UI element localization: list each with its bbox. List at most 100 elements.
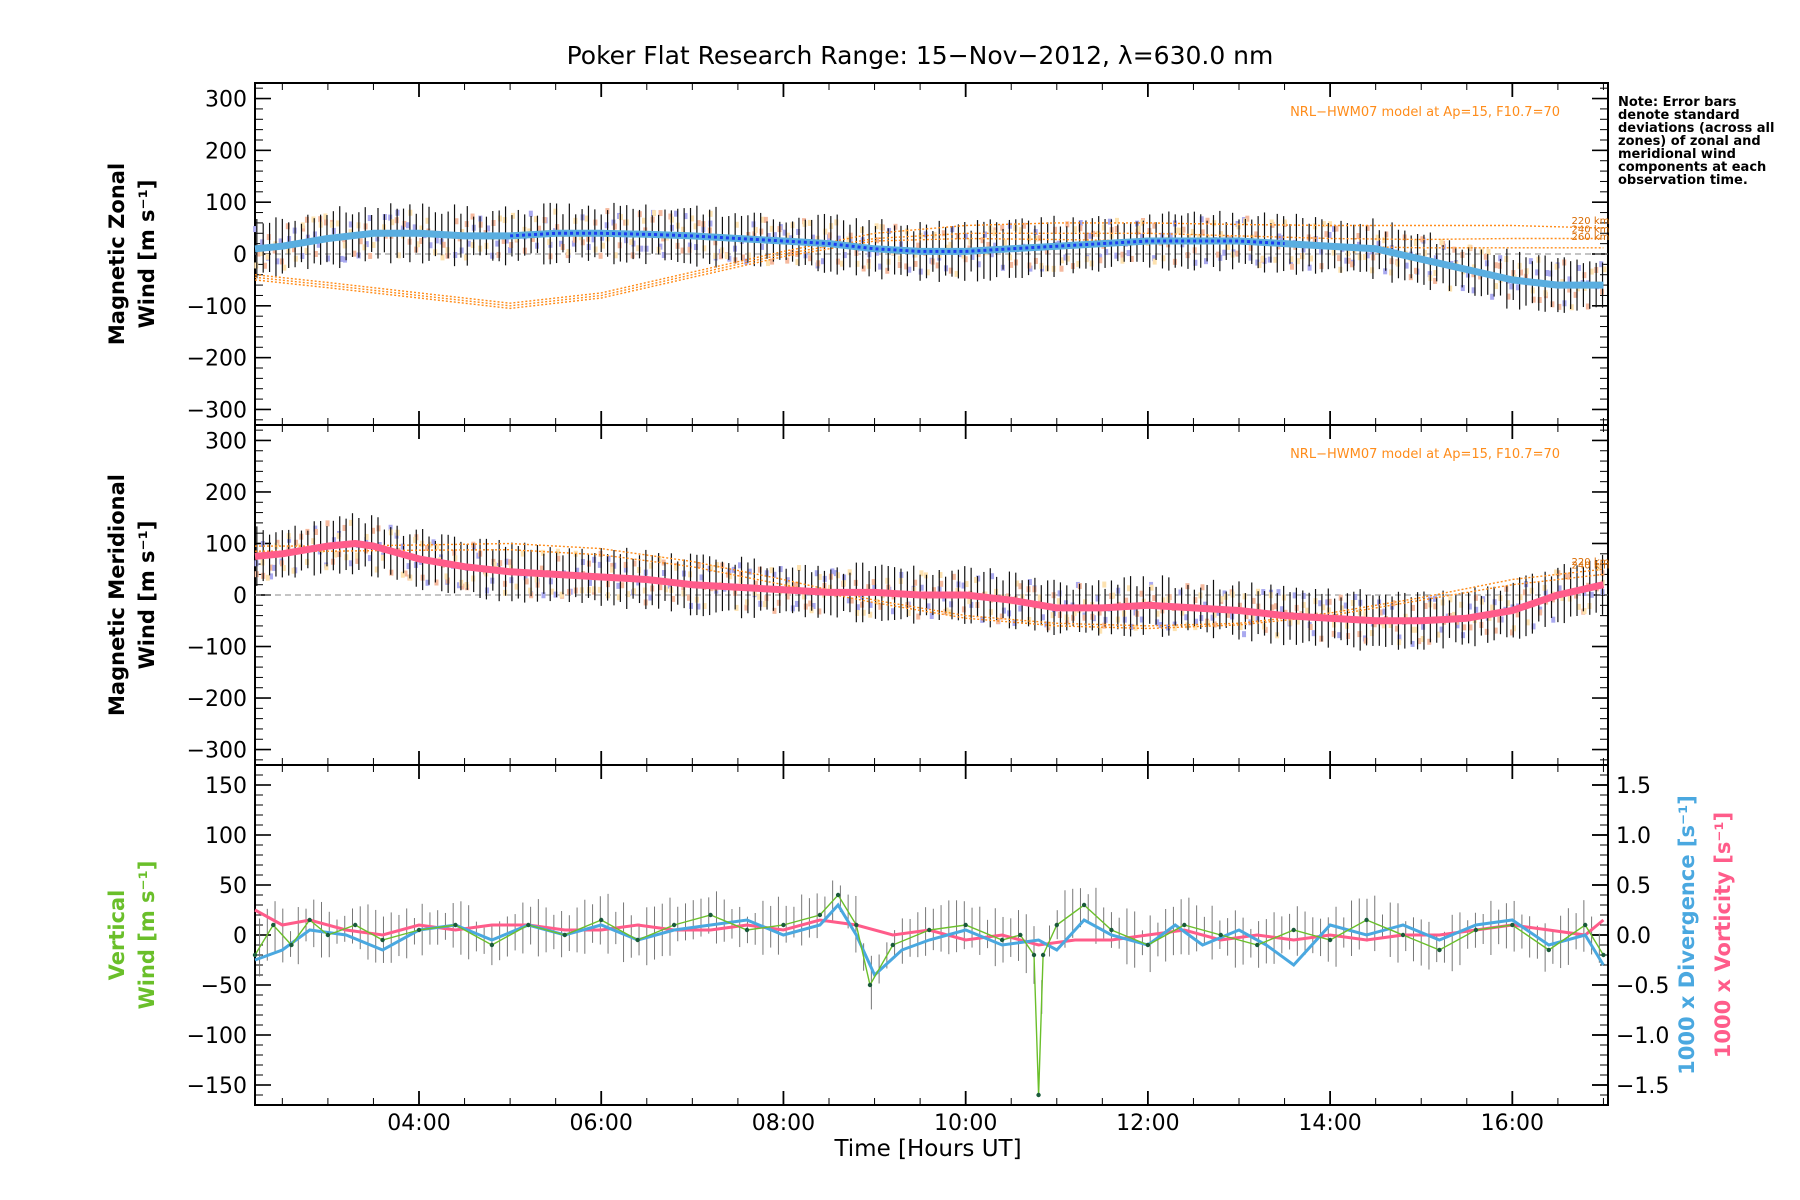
- y-axis-label: Vertical: [105, 890, 129, 981]
- zone-point: [744, 258, 749, 265]
- zone-point: [1289, 256, 1294, 263]
- zone-point: [766, 233, 771, 240]
- zone-point: [1263, 626, 1268, 633]
- zone-point: [1149, 584, 1154, 591]
- zone-point: [648, 594, 653, 601]
- vertical-wind-point: [489, 942, 495, 948]
- zone-point: [874, 237, 879, 244]
- zone-point: [390, 219, 395, 226]
- vertical-wind-point: [1400, 932, 1406, 938]
- vertical-wind-point: [708, 912, 713, 918]
- x-tick-label: 08:00: [752, 1111, 815, 1136]
- zone-point: [1557, 303, 1562, 310]
- zone-point: [772, 571, 777, 578]
- zone-point: [836, 235, 841, 242]
- zone-point: [1226, 243, 1231, 250]
- zone-point: [312, 231, 317, 238]
- zone-point: [580, 559, 585, 566]
- y-axis-label: Magnetic Meridional: [105, 474, 129, 716]
- vertical-wind-point: [353, 922, 358, 928]
- zone-point: [1350, 600, 1355, 607]
- zone-point: [336, 532, 341, 539]
- mean-wind-line: [254, 229, 1604, 289]
- zone-point: [1497, 262, 1502, 269]
- zone-point: [823, 228, 828, 235]
- zone-point: [591, 586, 596, 593]
- zone-point: [1245, 215, 1250, 222]
- zone-scatter: [253, 208, 1607, 311]
- zone-point: [631, 588, 636, 595]
- zone-point: [362, 244, 367, 251]
- zone-point: [866, 584, 871, 591]
- zone-point: [556, 555, 561, 562]
- zone-point: [1574, 592, 1579, 599]
- zone-point: [913, 260, 918, 267]
- zone-point: [1084, 256, 1089, 263]
- zone-point: [1076, 260, 1081, 267]
- zone-point: [961, 582, 966, 589]
- zone-point: [1602, 266, 1607, 273]
- zone-point: [256, 250, 261, 257]
- zone-point: [1551, 616, 1556, 623]
- zone-point: [1098, 253, 1103, 260]
- zone-point: [1242, 593, 1247, 600]
- zone-point: [757, 593, 762, 600]
- vertical-wind-point: [526, 922, 531, 928]
- zone-point: [754, 580, 759, 587]
- zone-point: [491, 219, 496, 226]
- zone-point: [885, 577, 890, 584]
- zone-point: [810, 234, 815, 241]
- zone-point: [828, 584, 833, 591]
- vertical-wind-point: [1327, 937, 1333, 943]
- zone-point: [405, 222, 410, 229]
- zone-point: [1545, 270, 1550, 277]
- zone-point: [355, 557, 360, 564]
- zone-point: [782, 229, 787, 236]
- zone-point: [868, 601, 873, 608]
- zone-point: [434, 579, 439, 586]
- zone-point: [708, 220, 713, 227]
- zone-point: [963, 256, 968, 263]
- vertical-wind-point: [999, 937, 1005, 943]
- zone-point: [559, 591, 564, 598]
- vertical-wind-point: [1583, 922, 1588, 928]
- zone-point: [1511, 625, 1516, 632]
- zone-point: [530, 235, 535, 242]
- zone-point: [982, 231, 987, 238]
- y-tick-label: −50: [201, 974, 247, 999]
- model-annotation: NRL−HWM07 model at Ap=15, F10.7=70: [1290, 447, 1560, 462]
- zone-point: [681, 590, 686, 597]
- zone-point: [919, 584, 924, 591]
- zone-point: [358, 238, 363, 245]
- zone-point: [1193, 618, 1198, 625]
- zone-point: [425, 217, 430, 224]
- y-axis-label: Wind [m s⁻¹]: [135, 521, 159, 670]
- zone-point: [269, 573, 274, 580]
- zone-point: [680, 247, 685, 254]
- zone-point: [380, 554, 385, 561]
- zone-point: [632, 560, 637, 567]
- zone-point: [336, 220, 341, 227]
- x-tick-label: 12:00: [1116, 1111, 1179, 1136]
- zone-point: [1120, 251, 1125, 258]
- zone-point: [1289, 263, 1294, 270]
- zone-point: [597, 586, 602, 593]
- zone-point: [740, 254, 745, 261]
- zone-point: [1295, 618, 1300, 625]
- zone-point: [1053, 226, 1058, 233]
- zone-point: [935, 262, 940, 269]
- zone-point: [1573, 291, 1578, 298]
- zone-point: [1554, 263, 1559, 270]
- zone-point: [400, 571, 405, 578]
- zone-point: [470, 242, 475, 249]
- zone-point: [1461, 632, 1466, 639]
- zone-point: [325, 520, 330, 527]
- zone-point: [311, 538, 316, 545]
- y2-tick-label: 0.5: [1616, 874, 1651, 899]
- error-bars: [256, 513, 1604, 651]
- zone-point: [963, 233, 968, 240]
- zone-point: [1582, 607, 1587, 614]
- zone-point: [293, 255, 298, 262]
- zone-point: [1486, 248, 1491, 255]
